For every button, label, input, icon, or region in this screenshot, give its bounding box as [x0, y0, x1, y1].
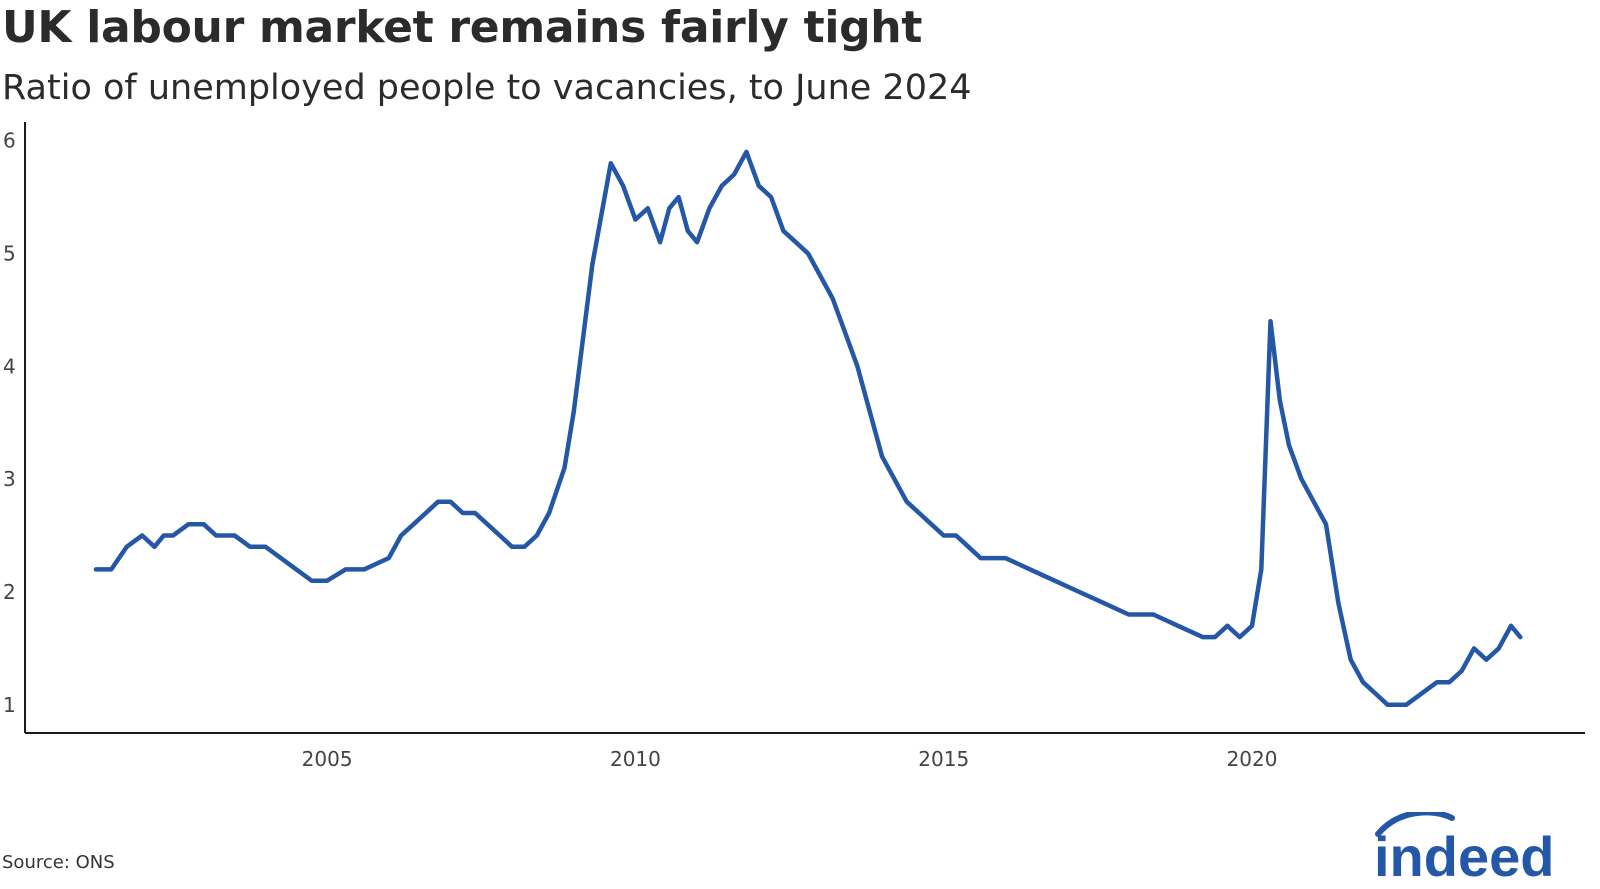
line-chart: 1 2 3 4 5 6 2005 2010 2015 2020	[3, 122, 1585, 771]
y-tick-label: 5	[3, 241, 16, 265]
x-tick-label: 2010	[610, 747, 661, 771]
y-tick-label: 3	[3, 467, 16, 491]
y-tick-label: 6	[3, 129, 16, 153]
y-tick-label: 1	[3, 693, 16, 717]
chart-title: UK labour market remains fairly tight	[2, 2, 923, 53]
y-tick-label: 2	[3, 580, 16, 604]
source-note: Source: ONS	[2, 852, 115, 873]
logo-wordmark: indeed	[1374, 825, 1554, 882]
x-tick-label: 2005	[302, 747, 353, 771]
x-axis-ticks: 2005 2010 2015 2020	[302, 747, 1278, 771]
y-tick-label: 4	[3, 354, 16, 378]
chart-subtitle: Ratio of unemployed people to vacancies,…	[2, 68, 972, 108]
y-axis-ticks: 1 2 3 4 5 6	[3, 129, 16, 717]
indeed-logo-icon: indeed	[1374, 809, 1554, 888]
series-line	[93, 149, 1523, 708]
x-tick-label: 2020	[1227, 747, 1278, 771]
x-tick-label: 2015	[918, 747, 969, 771]
indeed-logo[interactable]: indeed	[1370, 809, 1590, 888]
